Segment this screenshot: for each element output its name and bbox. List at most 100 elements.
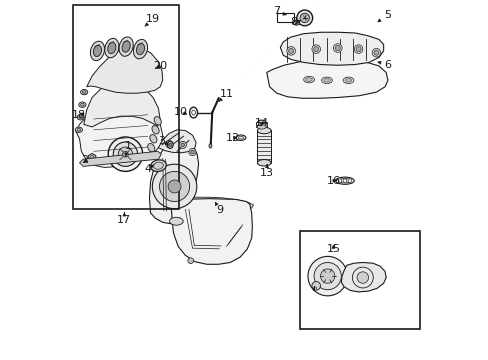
Circle shape	[296, 10, 312, 26]
Circle shape	[118, 147, 132, 161]
Circle shape	[313, 262, 341, 290]
Ellipse shape	[235, 135, 245, 140]
Circle shape	[311, 45, 320, 53]
Ellipse shape	[305, 78, 312, 81]
Ellipse shape	[149, 135, 157, 143]
Text: 9: 9	[215, 202, 223, 216]
Bar	[257, 130, 270, 163]
Circle shape	[373, 50, 378, 55]
Bar	[93, 160, 100, 163]
Ellipse shape	[238, 136, 244, 139]
Text: 4: 4	[144, 164, 154, 174]
Text: 1: 1	[124, 141, 131, 157]
Circle shape	[286, 46, 295, 55]
Polygon shape	[80, 151, 161, 166]
Circle shape	[337, 179, 341, 183]
Circle shape	[355, 46, 360, 51]
Ellipse shape	[81, 103, 84, 106]
Ellipse shape	[257, 125, 265, 129]
Ellipse shape	[119, 37, 133, 56]
Ellipse shape	[335, 177, 353, 184]
Polygon shape	[341, 262, 386, 292]
Circle shape	[159, 171, 189, 202]
Ellipse shape	[323, 78, 329, 82]
Circle shape	[181, 143, 184, 147]
Ellipse shape	[81, 89, 88, 95]
Circle shape	[333, 44, 341, 52]
Circle shape	[90, 156, 94, 160]
Circle shape	[187, 258, 193, 264]
Circle shape	[347, 179, 351, 183]
Circle shape	[152, 164, 196, 209]
Ellipse shape	[122, 41, 130, 52]
Text: 6: 6	[377, 60, 390, 70]
Circle shape	[288, 48, 293, 53]
Ellipse shape	[343, 77, 353, 84]
Ellipse shape	[77, 114, 84, 120]
Ellipse shape	[257, 127, 270, 134]
Text: 3: 3	[158, 136, 168, 146]
Ellipse shape	[104, 39, 119, 58]
Circle shape	[343, 179, 346, 183]
Ellipse shape	[154, 117, 161, 125]
Text: 2: 2	[81, 155, 88, 165]
Text: 20: 20	[153, 61, 167, 71]
Text: 19: 19	[144, 14, 160, 26]
Ellipse shape	[208, 144, 211, 148]
Text: 10: 10	[173, 107, 187, 117]
Polygon shape	[266, 60, 387, 98]
Polygon shape	[158, 130, 196, 153]
Polygon shape	[83, 81, 160, 127]
Circle shape	[122, 151, 128, 157]
Polygon shape	[76, 103, 163, 167]
Circle shape	[320, 269, 334, 283]
Bar	[276, 13, 293, 22]
Ellipse shape	[168, 143, 171, 147]
Ellipse shape	[90, 41, 104, 60]
Text: 15: 15	[326, 244, 340, 254]
Text: 18: 18	[72, 111, 86, 121]
Ellipse shape	[93, 45, 102, 57]
Circle shape	[179, 141, 186, 148]
Ellipse shape	[303, 76, 314, 83]
Text: 14: 14	[254, 118, 268, 128]
Polygon shape	[86, 47, 163, 93]
Circle shape	[108, 137, 142, 171]
Circle shape	[168, 180, 181, 193]
Ellipse shape	[257, 120, 265, 127]
Ellipse shape	[345, 78, 351, 82]
Ellipse shape	[136, 44, 144, 55]
Text: 13: 13	[260, 165, 274, 178]
Ellipse shape	[147, 144, 155, 152]
Text: 16: 16	[326, 176, 340, 186]
Polygon shape	[280, 32, 383, 65]
Circle shape	[313, 46, 318, 51]
Ellipse shape	[77, 129, 81, 131]
Bar	[73, 5, 179, 210]
Circle shape	[165, 140, 172, 148]
Ellipse shape	[150, 160, 166, 171]
Circle shape	[307, 256, 346, 296]
Text: 8: 8	[290, 17, 300, 27]
Polygon shape	[149, 140, 198, 224]
Text: 5: 5	[377, 10, 390, 22]
Ellipse shape	[107, 42, 116, 54]
Ellipse shape	[338, 179, 351, 183]
Ellipse shape	[75, 127, 82, 132]
Ellipse shape	[257, 159, 270, 166]
Bar	[256, 122, 266, 127]
Ellipse shape	[169, 217, 183, 225]
Circle shape	[371, 48, 380, 57]
Ellipse shape	[79, 102, 86, 107]
Circle shape	[300, 13, 309, 23]
Circle shape	[190, 150, 194, 154]
Ellipse shape	[167, 141, 173, 148]
Circle shape	[311, 282, 320, 290]
Circle shape	[353, 45, 362, 53]
Text: 12: 12	[225, 133, 240, 143]
Ellipse shape	[153, 162, 163, 169]
Circle shape	[167, 142, 171, 146]
Ellipse shape	[152, 126, 159, 134]
Circle shape	[188, 148, 196, 156]
Polygon shape	[171, 199, 252, 264]
